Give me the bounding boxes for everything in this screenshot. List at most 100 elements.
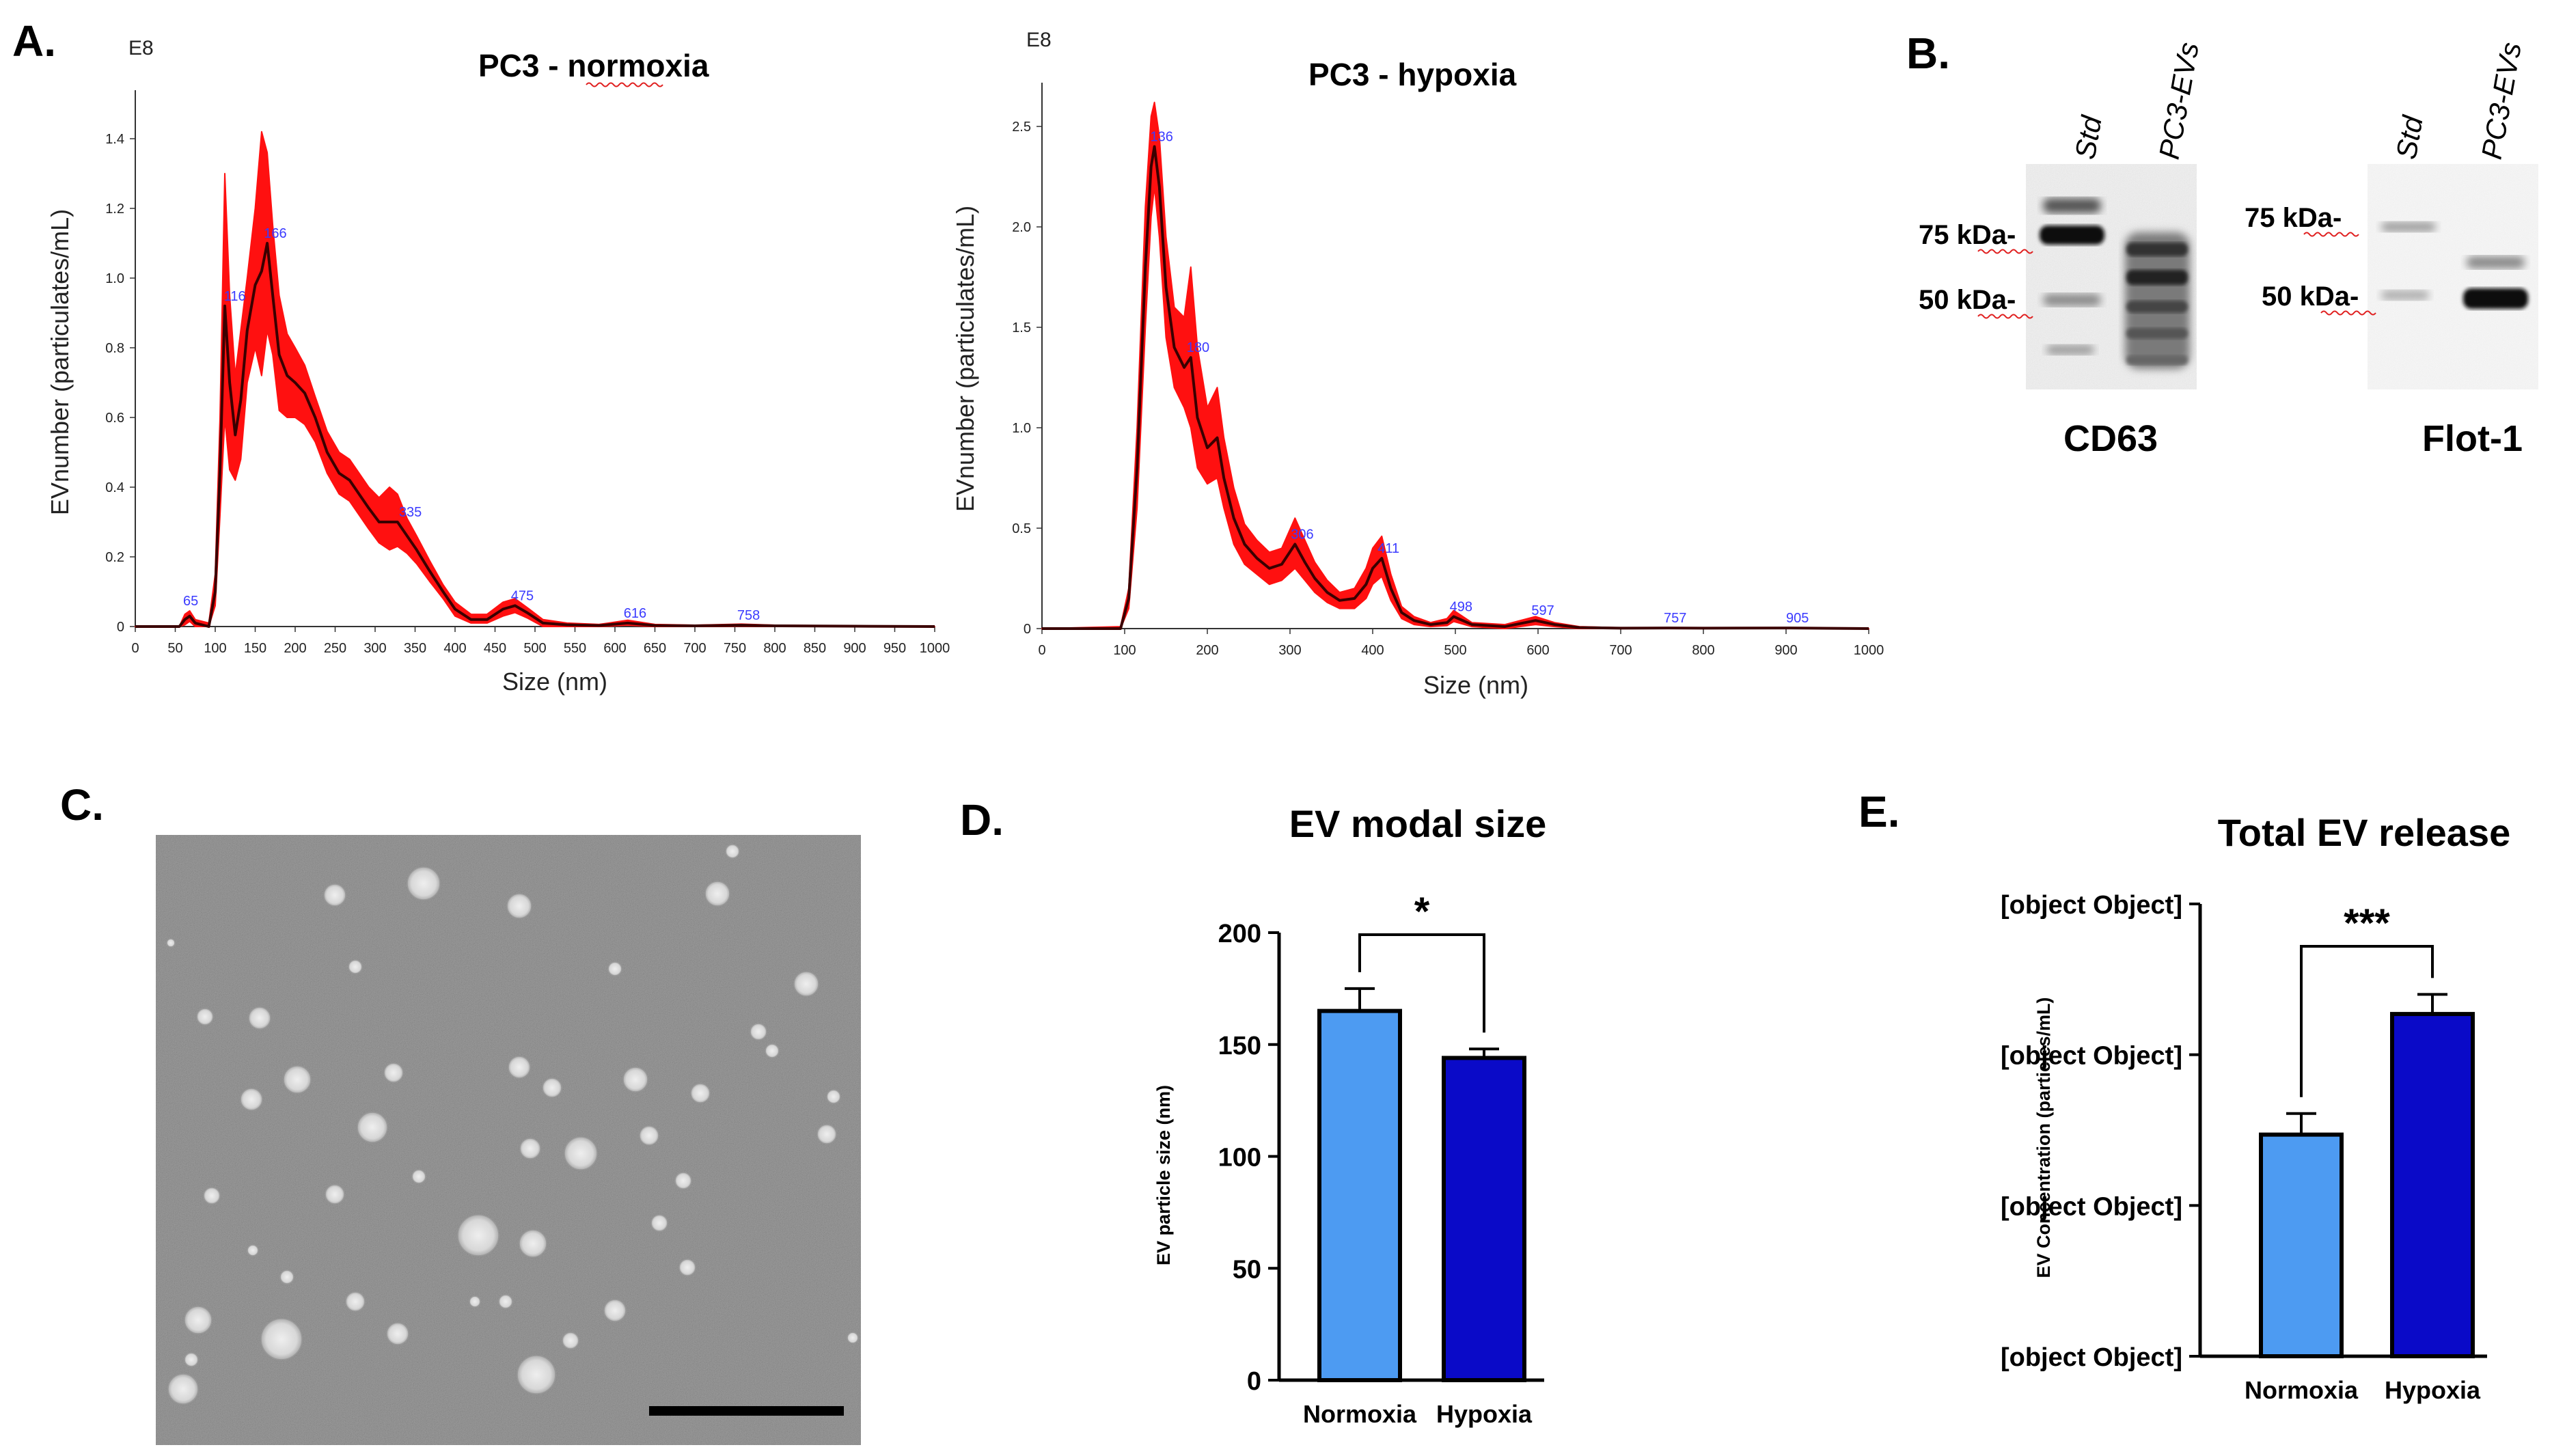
x-tick-label: 700 [1609, 643, 1632, 658]
nta-hypoxia-title: PC3 - hypoxia [1308, 57, 1517, 92]
vesicle [247, 1244, 259, 1256]
x-tick-label: 900 [843, 641, 866, 656]
x-tick-label: 100 [204, 641, 226, 656]
nta-normoxia-title: PC3 - normoxia [478, 48, 709, 83]
spellcheck-underline [1977, 249, 2033, 254]
x-tick-label: 50 [167, 641, 182, 656]
vesicle [674, 1172, 692, 1190]
vesicle [184, 1352, 199, 1367]
y-tick-label: [object Object] [2001, 891, 2182, 920]
x-tick-label: 900 [1774, 643, 1797, 658]
vesicle [411, 1169, 426, 1184]
x-tick-label: 500 [523, 641, 546, 656]
peak-label: 166 [264, 226, 286, 241]
cd63-lane-std: Std [2069, 113, 2109, 162]
vesicle [469, 1295, 481, 1308]
x-tick-label: 0 [131, 641, 139, 656]
vesicle [279, 1269, 294, 1285]
vesicle [203, 1187, 221, 1205]
category-label: Hypoxia [2385, 1376, 2481, 1404]
total-release-ylabel: EV Concentration (particles/mL) [2033, 997, 2054, 1278]
x-tick-label: 800 [763, 641, 786, 656]
y-tick-label: 150 [1218, 1032, 1261, 1060]
x-tick-label: 650 [644, 641, 666, 656]
vesicle [793, 971, 819, 997]
panel-label-e: E. [1858, 787, 1899, 836]
y-tick-label: [object Object] [2001, 1343, 2182, 1372]
x-tick-label: 150 [244, 641, 266, 656]
y-tick-label: 0 [1247, 1367, 1261, 1396]
peak-label: 757 [1664, 611, 1686, 626]
vesicle [542, 1077, 562, 1098]
vesicle [704, 881, 730, 907]
scale-bar [649, 1406, 844, 1416]
y-tick-label: 100 [1218, 1144, 1261, 1172]
x-tick-label: 1000 [1854, 643, 1884, 658]
cd63-lane-evs: PC3-EVs [2153, 40, 2205, 161]
peak-label: 180 [1187, 340, 1209, 355]
cd63-name: CD63 [2063, 418, 2158, 459]
peak-label: 335 [399, 505, 422, 520]
significance-marker: * [1414, 890, 1430, 934]
vesicle [690, 1083, 711, 1103]
peak-label: 905 [1786, 611, 1809, 626]
vesicle [323, 883, 346, 907]
x-tick-label: 350 [404, 641, 426, 656]
vesicle [517, 1355, 556, 1395]
y-tick-label: 200 [1218, 920, 1261, 948]
nta-normoxia-chart: PC3 - normoxia E8 Size (nm) EVnumber (pa… [46, 37, 950, 696]
nta-hypoxia-xlabel: Size (nm) [1423, 671, 1528, 699]
vesicle [166, 938, 176, 948]
panel-label-b: B. [1906, 29, 1950, 78]
cd63-blot-image [2026, 164, 2197, 389]
y-tick-label: [object Object] [2001, 1192, 2182, 1221]
bar-normoxia [1317, 1008, 1402, 1382]
peak-label: 597 [1531, 603, 1554, 618]
peak-label: 475 [511, 588, 534, 603]
vesicle [506, 893, 532, 919]
spellcheck-underline [586, 82, 663, 87]
significance-bracket [2300, 945, 2434, 1097]
flot1-marker-50: 50 kDa- [2262, 281, 2359, 312]
nta-normoxia-xlabel: Size (nm) [502, 668, 607, 696]
x-tick-label: 600 [1526, 643, 1549, 658]
modal-size-ylabel: EV particle size (nm) [1153, 1085, 1174, 1265]
y-tick-label: 2.0 [1012, 220, 1031, 235]
vesicle [240, 1088, 263, 1111]
y-tick-label: 0.6 [105, 411, 124, 426]
vesicle [184, 1306, 212, 1334]
tem-micrograph [156, 835, 861, 1445]
vesicle [603, 1299, 627, 1322]
panel-label-c: C. [60, 780, 104, 829]
vesicle [519, 1229, 547, 1258]
y-tick-label: 0.8 [105, 341, 124, 356]
x-tick-label: 450 [484, 641, 506, 656]
x-tick-label: 1000 [920, 641, 950, 656]
vesicle [407, 866, 441, 901]
flot1-name: Flot-1 [2422, 418, 2523, 459]
x-tick-label: 200 [1196, 643, 1218, 658]
peak-label: 65 [183, 594, 198, 609]
y-tick-label: 0 [1024, 622, 1031, 637]
y-tick-label: 50 [1233, 1255, 1261, 1284]
vesicle [348, 959, 363, 974]
category-label: Hypoxia [1436, 1400, 1533, 1428]
nta-hypoxia-multiplier: E8 [1026, 29, 1052, 51]
flot1-lane-std: Std [2390, 113, 2430, 162]
y-tick-label: 0.2 [105, 550, 124, 565]
x-tick-label: 100 [1113, 643, 1136, 658]
x-tick-label: 200 [284, 641, 306, 656]
mean-line [135, 242, 935, 628]
flot1-marker-75: 75 kDa- [2245, 203, 2342, 233]
vesicle [508, 1056, 531, 1079]
vesicle-group [166, 844, 859, 1405]
x-tick-label: 750 [724, 641, 746, 656]
vesicle [817, 1124, 837, 1144]
nta-normoxia-title-prefix: PC3 - [478, 48, 567, 83]
spellcheck-underline [2303, 232, 2359, 237]
peak-label: 116 [224, 289, 246, 304]
vesicle [386, 1322, 409, 1345]
vesicle [622, 1067, 648, 1093]
vesicle [678, 1259, 696, 1276]
x-tick-label: 300 [1278, 643, 1301, 658]
